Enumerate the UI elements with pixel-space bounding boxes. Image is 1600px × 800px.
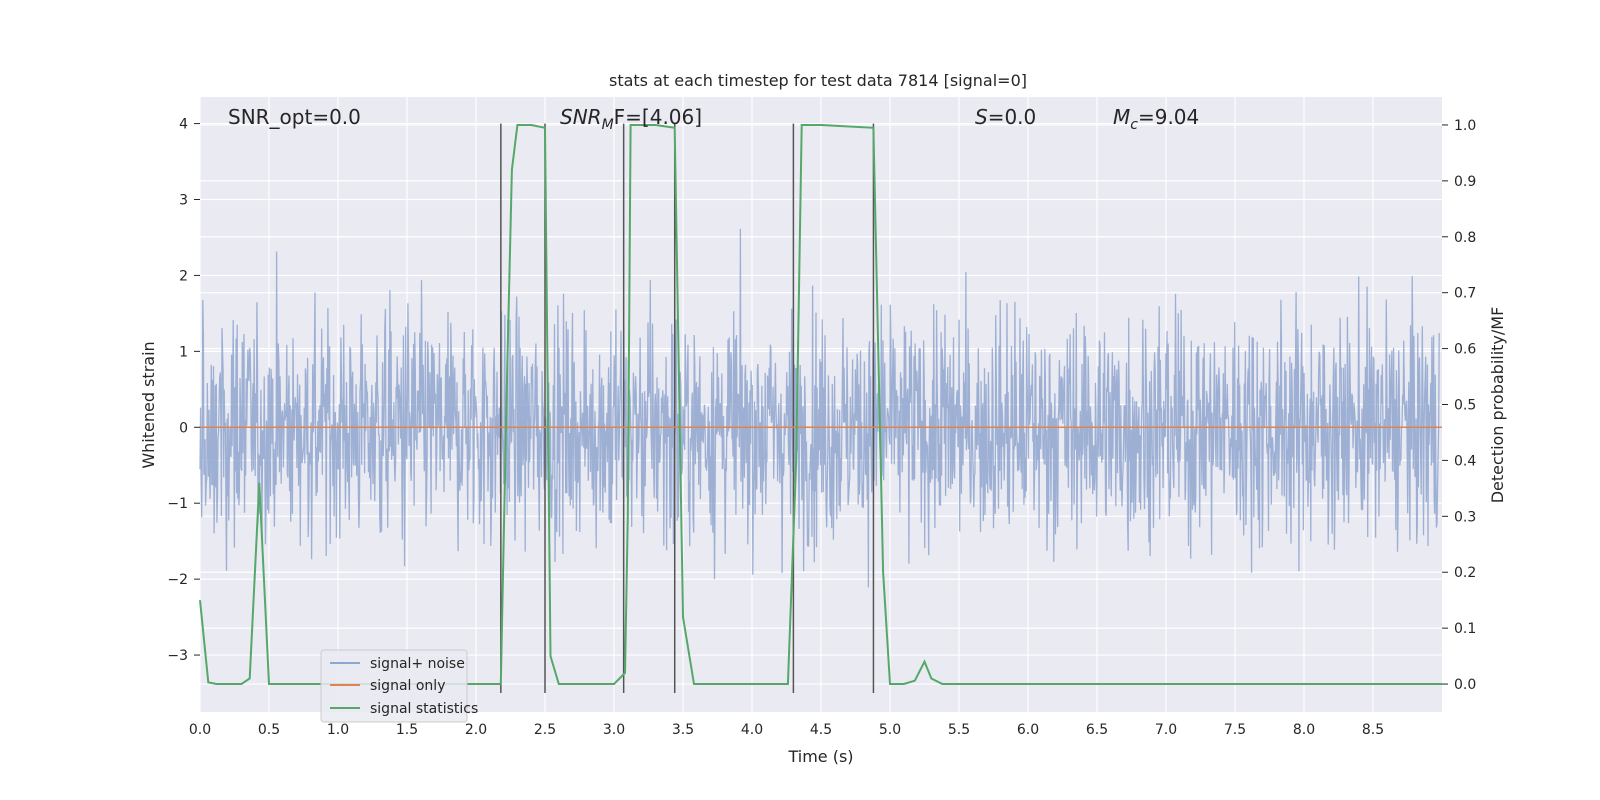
- x-tick-label-14: 7.0: [1155, 722, 1177, 738]
- annotation-snr-opt: SNR_opt=0.0: [228, 105, 361, 129]
- x-tick-label-2: 1.0: [327, 722, 349, 738]
- y-right-tick-label-1: 0.1: [1454, 621, 1476, 637]
- y-tick-label-1: −2: [167, 572, 188, 588]
- x-tick-label-13: 6.5: [1086, 722, 1108, 738]
- y-right-tick-label-3: 0.3: [1454, 509, 1476, 525]
- legend-label-signal-statistics: signal statistics: [370, 701, 478, 717]
- y-axis-label: Whitened strain: [139, 341, 158, 468]
- y-right-tick-label-0: 0.0: [1454, 677, 1476, 693]
- signal-noise-series: [199, 228, 1440, 588]
- signal-noise-line: [199, 228, 1440, 588]
- annotation-mc-sub: c: [1130, 117, 1138, 133]
- signal-statistics-series: [199, 124, 1442, 685]
- x-tick-label-16: 8.0: [1293, 722, 1315, 738]
- legend-label-signal-noise: signal+ noise: [370, 656, 465, 672]
- annotation-snr-mf-sub: M: [602, 117, 614, 133]
- annotation-s-rest: =0.0: [988, 105, 1037, 129]
- x-axis-label: Time (s): [787, 747, 853, 766]
- annotation-snr-mf: SNRMF=[4.06]: [560, 105, 702, 133]
- x-tick-label-8: 4.0: [741, 722, 763, 738]
- y-right-axis-label: Detection probability/MF: [1488, 307, 1507, 504]
- y-tick-label-0: −3: [167, 648, 188, 664]
- x-tick-label-17: 8.5: [1362, 722, 1384, 738]
- y-right-tick-label-8: 0.8: [1454, 230, 1476, 246]
- annotation-snr-mf-main: SNR: [560, 105, 602, 129]
- signal-statistics-line: [199, 124, 1442, 685]
- y-tick-label-6: 3: [179, 193, 188, 209]
- annotation-mc-rest: =9.04: [1138, 105, 1199, 129]
- x-axis-ticks: 0.0 0.5 1.0 1.5 2.0 2.5 3.0 3.5 4.0 4.5 5.0 5.5 6.0 6…: [189, 722, 1384, 738]
- x-tick-label-11: 5.5: [948, 722, 970, 738]
- legend: signal+ noise signal only signal statist…: [320, 649, 478, 723]
- x-tick-label-5: 2.5: [534, 722, 556, 738]
- y-tick-label-5: 2: [179, 268, 188, 284]
- x-tick-label-1: 0.5: [258, 722, 280, 738]
- annotation-mc: Mc=9.04: [1113, 105, 1199, 133]
- y-axis-ticks: −3 −2 −1 0 1 2 3 4: [167, 117, 200, 664]
- y-right-tick-label-5: 0.5: [1454, 398, 1476, 414]
- x-tick-label-9: 4.5: [810, 722, 832, 738]
- annotation-mc-main: M: [1113, 105, 1130, 129]
- legend-label-signal-only: signal only: [370, 678, 445, 694]
- x-tick-label-4: 2.0: [465, 722, 487, 738]
- x-tick-label-6: 3.0: [603, 722, 625, 738]
- x-tick-label-10: 5.0: [879, 722, 901, 738]
- x-tick-label-15: 7.5: [1224, 722, 1246, 738]
- x-tick-label-7: 3.5: [672, 722, 694, 738]
- y-tick-label-3: 0: [179, 420, 188, 436]
- x-tick-label-12: 6.0: [1017, 722, 1039, 738]
- y-right-tick-label-6: 0.6: [1454, 342, 1476, 358]
- y-right-tick-label-2: 0.2: [1454, 565, 1476, 581]
- y-right-tick-label-4: 0.4: [1454, 453, 1476, 469]
- x-tick-label-0: 0.0: [189, 722, 211, 738]
- y-right-tick-label-7: 0.7: [1454, 286, 1476, 302]
- legend-box: [320, 649, 468, 723]
- y-right-axis-ticks: 0.0 0.1 0.2 0.3 0.4 0.5 0.6 0.7 0.8 0.9 1.0: [1442, 118, 1476, 693]
- y-tick-label-4: 1: [179, 344, 188, 360]
- y-tick-label-2: −1: [167, 496, 188, 512]
- chart-title: stats at each timestep for test data 781…: [609, 71, 1027, 90]
- y-right-tick-label-9: 0.9: [1454, 174, 1476, 190]
- y-tick-label-7: 4: [179, 117, 188, 133]
- annotation-s: S=0.0: [975, 105, 1036, 129]
- y-right-tick-label-10: 1.0: [1454, 118, 1476, 134]
- x-tick-label-3: 1.5: [396, 722, 418, 738]
- annotation-s-main: S: [975, 105, 988, 129]
- annotation-snr-mf-rest: F=[4.06]: [614, 105, 702, 129]
